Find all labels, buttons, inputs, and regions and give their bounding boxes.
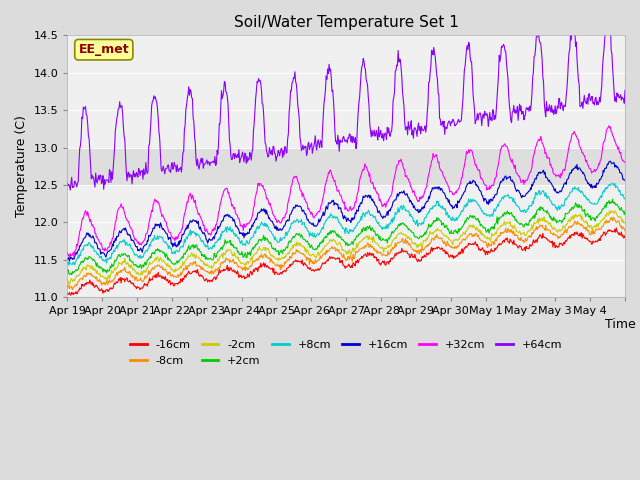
-8cm	[436, 235, 444, 241]
Title: Soil/Water Temperature Set 1: Soil/Water Temperature Set 1	[234, 15, 459, 30]
Line: -8cm: -8cm	[67, 217, 625, 289]
-16cm	[232, 270, 240, 276]
+2cm	[621, 208, 629, 214]
+64cm	[604, 13, 611, 19]
+64cm	[232, 154, 240, 159]
+32cm	[130, 233, 138, 239]
-8cm	[404, 242, 412, 248]
+8cm	[63, 260, 71, 266]
+16cm	[66, 258, 74, 264]
+8cm	[130, 249, 138, 255]
+16cm	[281, 223, 289, 229]
-2cm	[404, 234, 412, 240]
+32cm	[436, 165, 444, 171]
-16cm	[621, 233, 629, 239]
+2cm	[68, 272, 76, 277]
+8cm	[260, 223, 268, 228]
+32cm	[621, 159, 629, 165]
+8cm	[281, 235, 289, 241]
-16cm	[281, 267, 289, 273]
-8cm	[609, 214, 617, 220]
+64cm	[404, 119, 412, 125]
Line: +32cm: +32cm	[67, 126, 625, 258]
-2cm	[621, 219, 629, 225]
+32cm	[404, 176, 412, 181]
-16cm	[260, 260, 268, 266]
+8cm	[608, 180, 616, 186]
+2cm	[281, 248, 289, 253]
+64cm	[63, 180, 71, 186]
-16cm	[130, 280, 138, 286]
-2cm	[63, 276, 71, 282]
+16cm	[232, 224, 240, 229]
-2cm	[436, 228, 444, 234]
+16cm	[63, 256, 71, 262]
-16cm	[404, 251, 412, 257]
+32cm	[281, 215, 289, 220]
+64cm	[281, 144, 289, 149]
+16cm	[607, 158, 614, 164]
+64cm	[436, 116, 444, 121]
+2cm	[63, 268, 71, 274]
+16cm	[621, 177, 629, 183]
+64cm	[260, 111, 268, 117]
+2cm	[232, 244, 240, 250]
+2cm	[130, 262, 138, 267]
-16cm	[436, 245, 444, 251]
-2cm	[130, 265, 138, 271]
-8cm	[260, 252, 268, 258]
Line: +8cm: +8cm	[67, 183, 625, 265]
+16cm	[404, 195, 412, 201]
+8cm	[436, 202, 444, 207]
+32cm	[260, 186, 268, 192]
-8cm	[63, 285, 71, 291]
-2cm	[281, 253, 289, 259]
+8cm	[404, 208, 412, 214]
Line: +2cm: +2cm	[67, 199, 625, 275]
+2cm	[260, 232, 268, 238]
+64cm	[621, 87, 629, 93]
-2cm	[606, 208, 614, 214]
-16cm	[67, 292, 74, 298]
+2cm	[436, 217, 444, 223]
+16cm	[260, 206, 268, 212]
Text: EE_met: EE_met	[79, 43, 129, 56]
+32cm	[66, 255, 74, 261]
+16cm	[436, 185, 444, 191]
-16cm	[63, 290, 71, 296]
+2cm	[609, 196, 616, 202]
-8cm	[232, 260, 240, 265]
+32cm	[232, 211, 240, 217]
+32cm	[605, 123, 613, 129]
+16cm	[130, 238, 138, 244]
-8cm	[130, 274, 138, 279]
-2cm	[232, 254, 240, 260]
-8cm	[281, 259, 289, 265]
+64cm	[67, 187, 74, 193]
-8cm	[621, 228, 629, 234]
Line: -2cm: -2cm	[67, 211, 625, 285]
Y-axis label: Temperature (C): Temperature (C)	[15, 115, 28, 217]
+8cm	[621, 196, 629, 202]
Line: +16cm: +16cm	[67, 161, 625, 261]
+2cm	[404, 227, 412, 233]
-2cm	[66, 282, 74, 288]
Legend: -16cm, -8cm, -2cm, +2cm, +8cm, +16cm, +32cm, +64cm: -16cm, -8cm, -2cm, +2cm, +8cm, +16cm, +3…	[125, 336, 567, 370]
-16cm	[612, 225, 620, 231]
X-axis label: Time: Time	[605, 318, 636, 331]
+32cm	[63, 250, 71, 255]
-8cm	[68, 287, 76, 292]
Bar	[67, 147, 625, 185]
+64cm	[130, 168, 138, 174]
+8cm	[232, 231, 240, 237]
+8cm	[65, 263, 72, 268]
-2cm	[260, 245, 268, 251]
Line: +64cm: +64cm	[67, 16, 625, 190]
Line: -16cm: -16cm	[67, 228, 625, 295]
